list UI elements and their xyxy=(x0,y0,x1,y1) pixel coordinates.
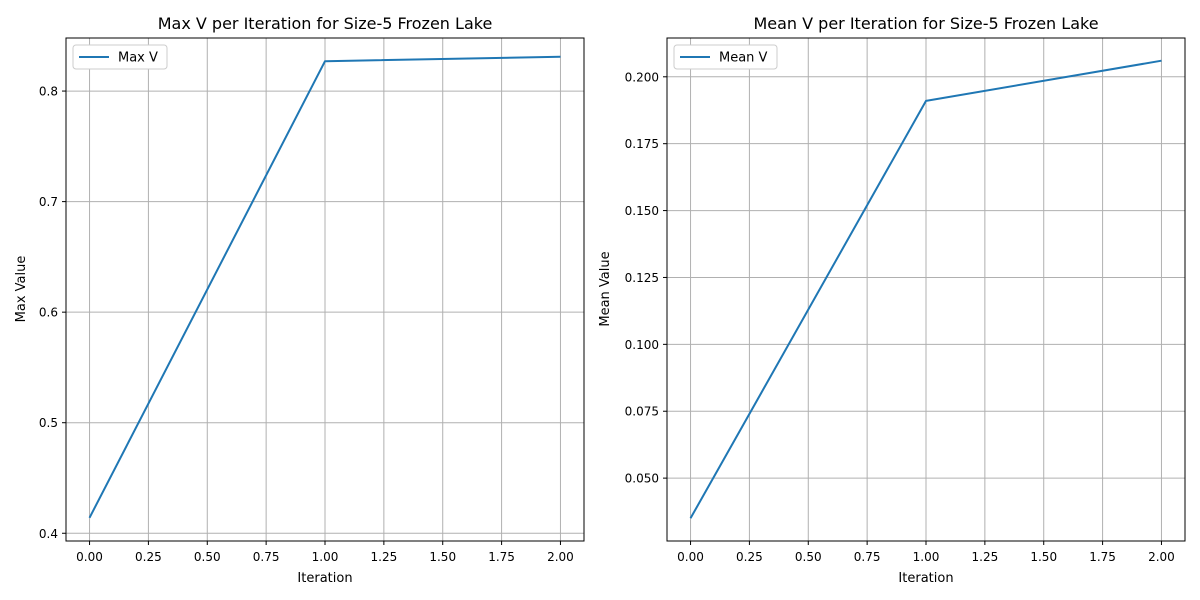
y-tick-label: 0.100 xyxy=(625,338,659,352)
x-tick-label: 1.00 xyxy=(913,550,940,564)
chart-mean-v: Mean V per Iteration for Size-5 Frozen L… xyxy=(598,14,1186,586)
plot-area-frame xyxy=(666,37,1186,542)
x-tick-label: 1.75 xyxy=(488,550,515,564)
series xyxy=(689,59,1162,519)
x-tick-label: 2.00 xyxy=(547,550,574,564)
x-tick-label: 1.50 xyxy=(429,550,456,564)
x-tick-label: 0.75 xyxy=(854,550,881,564)
y-tick-label: 0.125 xyxy=(625,271,659,285)
x-tick-label: 2.00 xyxy=(1148,550,1175,564)
legend-label: Mean V xyxy=(719,51,768,66)
x-tick-label: 1.50 xyxy=(1030,550,1057,564)
y-tick-label: 0.075 xyxy=(625,405,659,419)
x-tick-label: 0.25 xyxy=(135,550,162,564)
y-tick-label: 0.4 xyxy=(39,527,58,541)
axis-ticks: 0.00 0.25 0.50 0.75 1.00 1.25 1.50 1.75 2.00 0.4 0… xyxy=(39,85,574,564)
series-line xyxy=(689,59,1162,519)
legend-label: Max V xyxy=(118,51,158,66)
grid xyxy=(667,38,1185,541)
y-axis-label: Max Value xyxy=(14,256,29,323)
legend-box xyxy=(72,44,168,70)
x-tick-label: 1.25 xyxy=(972,550,999,564)
y-tick-label: 0.150 xyxy=(625,204,659,218)
x-tick-label: 0.25 xyxy=(736,550,763,564)
y-tick-label: 0.8 xyxy=(39,85,58,99)
y-tick-label: 0.200 xyxy=(625,70,659,84)
x-tick-label: 1.00 xyxy=(312,550,339,564)
x-tick-label: 0.50 xyxy=(194,550,221,564)
x-tick-label: 0.75 xyxy=(253,550,280,564)
x-tick-label: 0.50 xyxy=(795,550,822,564)
y-tick-label: 0.7 xyxy=(39,195,58,209)
x-tick-label: 0.00 xyxy=(677,550,704,564)
x-axis-label: Iteration xyxy=(898,571,953,586)
y-tick-label: 0.050 xyxy=(625,472,659,486)
chart-title: Mean V per Iteration for Size-5 Frozen L… xyxy=(753,14,1098,33)
legend-box xyxy=(673,44,778,70)
y-tick-label: 0.5 xyxy=(39,416,58,430)
chart-max-v: Max V per Iteration for Size-5 Frozen La… xyxy=(14,14,585,586)
x-axis-label: Iteration xyxy=(297,571,352,586)
grid xyxy=(66,38,584,541)
legend: Max V xyxy=(72,44,168,70)
series xyxy=(88,55,561,519)
x-tick-label: 1.25 xyxy=(371,550,398,564)
y-tick-label: 0.6 xyxy=(39,306,58,320)
axis-ticks: 0.00 0.25 0.50 0.75 1.00 1.25 1.50 1.75 2.00 0.05… xyxy=(625,70,1175,564)
series-line xyxy=(88,55,561,519)
x-tick-label: 0.00 xyxy=(76,550,103,564)
y-tick-label: 0.175 xyxy=(625,137,659,151)
chart-title: Max V per Iteration for Size-5 Frozen La… xyxy=(158,14,493,33)
legend: Mean V xyxy=(673,44,778,70)
y-axis-label: Mean Value xyxy=(598,251,613,326)
plot-area-frame xyxy=(65,37,585,542)
x-tick-label: 1.75 xyxy=(1089,550,1116,564)
